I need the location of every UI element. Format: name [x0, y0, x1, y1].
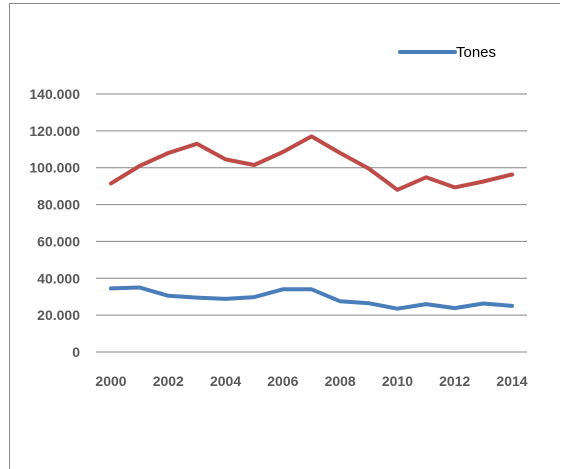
- x-axis-tick-labels: 2000 2002 2004 2006 2008 2010 2012 2014: [95, 373, 527, 389]
- x-tick-label: 2000: [95, 373, 126, 389]
- series-line-2: [109, 134, 514, 192]
- y-tick-label: 120.000: [29, 123, 80, 139]
- x-tick-label: 2004: [210, 373, 241, 389]
- y-tick-label: 140.000: [29, 86, 80, 102]
- x-tick-label: 2014: [496, 373, 527, 389]
- y-tick-label: 0: [72, 344, 80, 360]
- legend: Tones: [398, 44, 496, 61]
- x-tick-label: 2006: [267, 373, 298, 389]
- series-line-1: [109, 285, 514, 311]
- x-tick-label: 2012: [439, 373, 470, 389]
- legend-label-tones: Tones: [456, 44, 496, 61]
- y-axis-tick-labels: 0 20.000 40.000 60.000 80.000 100.000 120.000 1…: [29, 86, 80, 360]
- x-tick-label: 2010: [382, 373, 413, 389]
- x-tick-label: 2002: [153, 373, 184, 389]
- y-tick-label: 20.000: [37, 307, 80, 323]
- series-lines: [109, 134, 514, 311]
- y-tick-label: 40.000: [37, 270, 80, 286]
- y-tick-label: 80.000: [37, 197, 80, 213]
- gridlines: [96, 93, 527, 353]
- y-tick-label: 60.000: [37, 233, 80, 249]
- x-tick-label: 2008: [325, 373, 356, 389]
- chart-area: [9, 3, 560, 469]
- y-tick-label: 100.000: [29, 160, 80, 176]
